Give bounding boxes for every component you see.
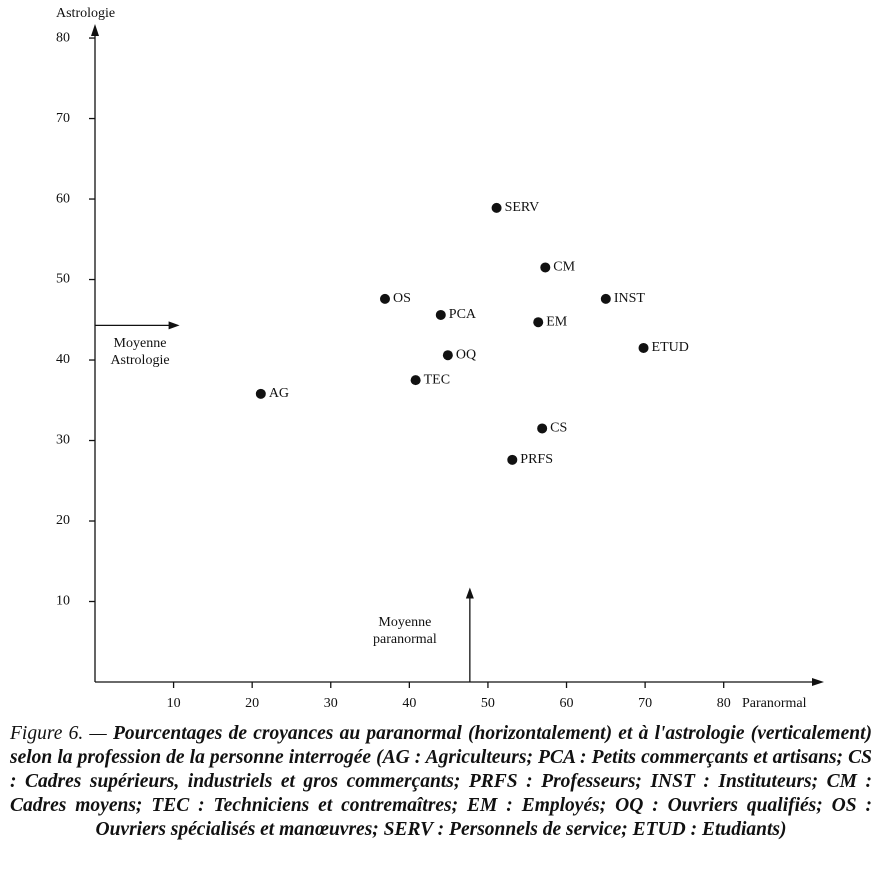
point-label: SERV [505, 200, 540, 215]
mean-label: Moyenne Astrologie [110, 336, 170, 369]
mean-label: Moyenne paranormal [372, 614, 437, 647]
x-tick-label: 80 [717, 696, 731, 711]
point-label: INST [614, 291, 646, 306]
point-label: ETUD [652, 340, 689, 355]
caption-text: Pourcentages de croyances au paranormal … [10, 723, 872, 840]
y-tick-label: 50 [56, 272, 70, 287]
chart: Astrologie Paranormal 10 20 30 40 50 60 70 80 10… [56, 6, 824, 711]
point [491, 202, 502, 213]
y-tick-label: 30 [56, 433, 70, 448]
point-label: OQ [456, 347, 476, 362]
point [442, 350, 453, 361]
y-tick-label: 40 [56, 352, 70, 367]
x-tick-label: 60 [560, 696, 574, 711]
x-axis-label: Paranormal [742, 696, 807, 711]
x-tick-label: 30 [324, 696, 338, 711]
point [379, 293, 390, 304]
x-tick-label: 20 [245, 696, 259, 711]
point [600, 293, 611, 304]
point [507, 454, 518, 465]
mean-arrowhead [168, 321, 180, 330]
y-axis-label: Astrologie [56, 6, 115, 21]
x-tick-label: 40 [402, 696, 416, 711]
point [537, 423, 548, 434]
point-label: OS [393, 291, 411, 306]
x-axis-arrow [812, 678, 824, 686]
point-label: TEC [424, 372, 450, 387]
point-label: PRFS [520, 452, 553, 467]
point-label: PCA [449, 307, 477, 322]
x-tick-label: 70 [638, 696, 652, 711]
x-tick-label: 50 [481, 696, 495, 711]
y-tick-label: 20 [56, 513, 70, 528]
point-label: CM [553, 260, 575, 275]
point [435, 309, 446, 320]
mean-arrowhead [465, 587, 474, 599]
point-label: CS [550, 421, 567, 436]
point [638, 342, 649, 353]
point [410, 375, 421, 386]
y-tick-label: 70 [56, 111, 70, 126]
y-axis-arrow [91, 24, 99, 36]
y-tick-label: 60 [56, 191, 70, 206]
point [533, 317, 544, 328]
x-tick-label: 10 [167, 696, 181, 711]
caption-label: Figure 6. — [10, 723, 107, 744]
caption: Figure 6. — Pourcentages de croyances au… [10, 722, 872, 842]
y-tick-label: 80 [56, 30, 70, 45]
point-label: AG [269, 386, 289, 401]
point-label: EM [546, 314, 568, 329]
y-tick-label: 10 [56, 594, 70, 609]
point [255, 388, 266, 399]
point [540, 262, 551, 273]
